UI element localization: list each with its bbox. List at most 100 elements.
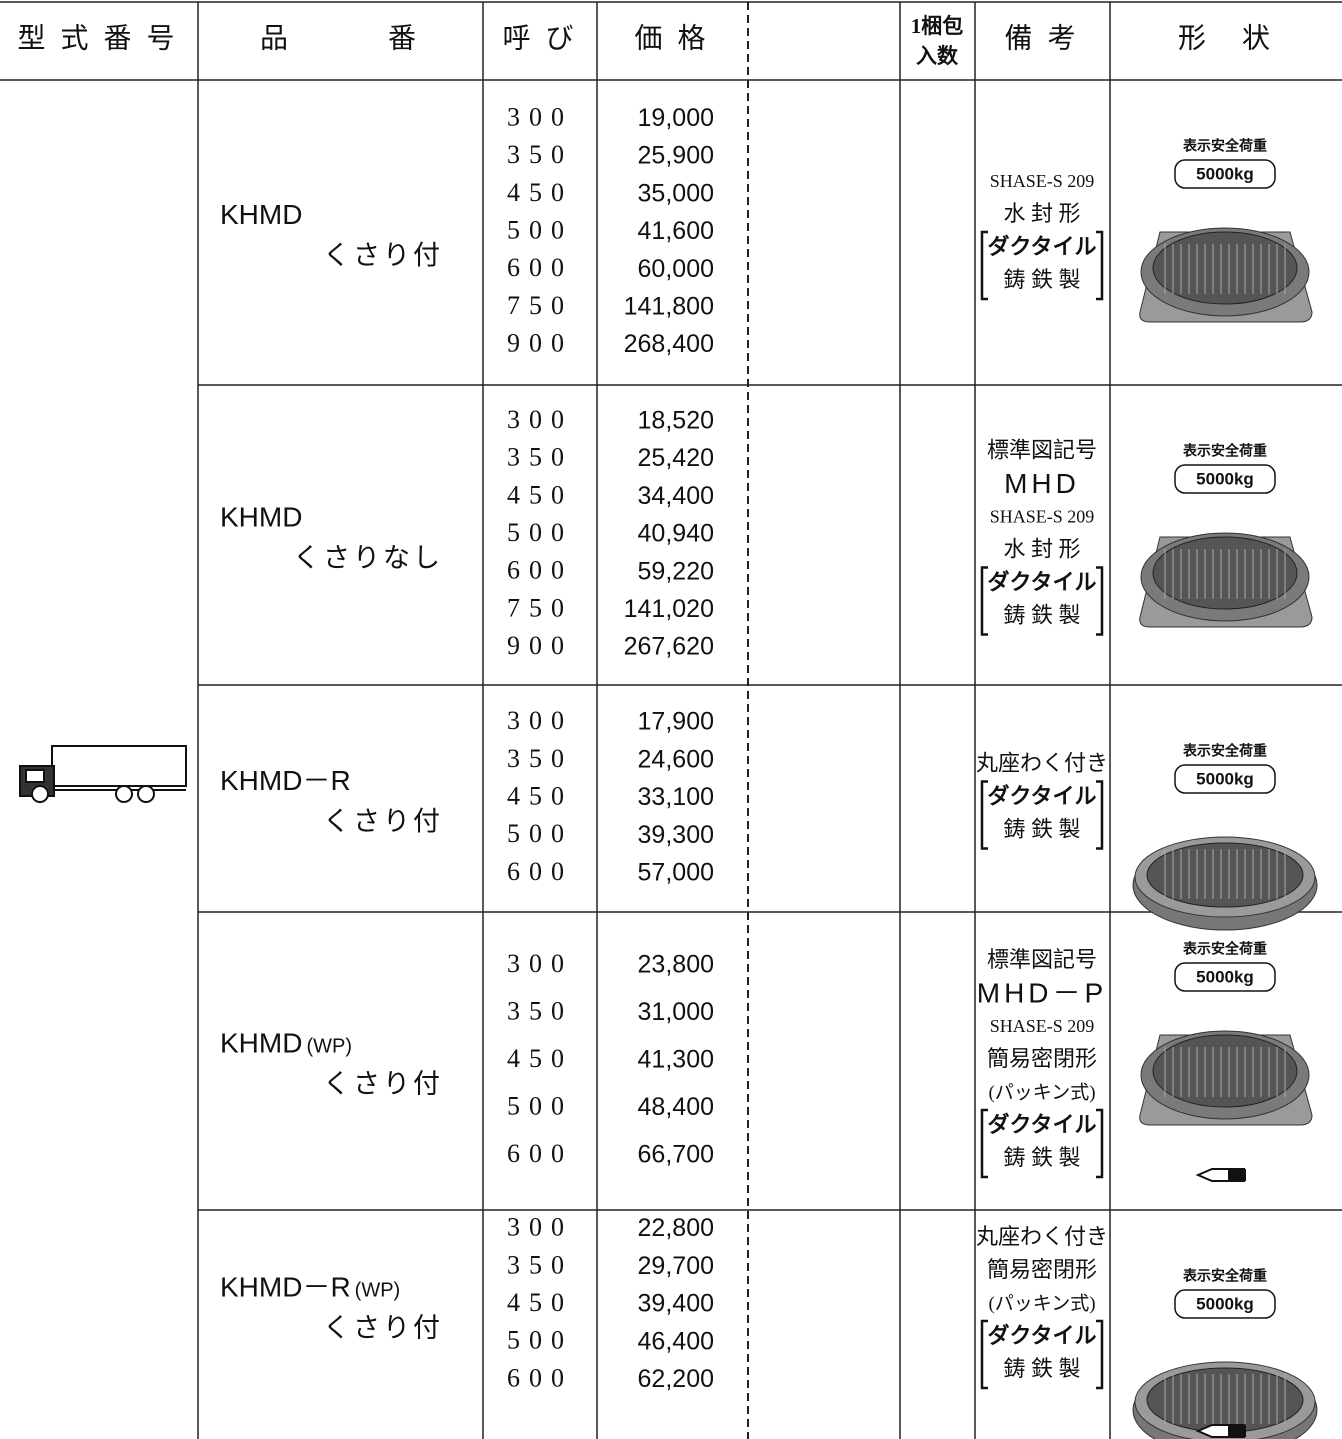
key-grip	[1228, 1169, 1246, 1181]
product-suffix: (WP)	[355, 1279, 401, 1301]
key-grip	[1228, 1425, 1246, 1437]
cover-image	[1132, 1361, 1318, 1439]
product-variant: くさり付	[323, 1069, 443, 1099]
product-variant: くさり付	[323, 1313, 443, 1343]
remark: 鋳 鉄 製	[1003, 267, 1080, 292]
nominal-size: 600	[507, 1139, 573, 1168]
price: 35,000	[638, 179, 714, 207]
price: 41,300	[638, 1046, 714, 1074]
nominal-size: 350	[507, 443, 573, 472]
remark: 簡易密閉形	[987, 1257, 1097, 1282]
remark: 鋳 鉄 製	[1003, 817, 1080, 842]
nominal-size: 750	[507, 593, 573, 622]
price: 40,940	[638, 520, 714, 548]
cover-grate	[1146, 1367, 1304, 1433]
cover-grate	[1152, 536, 1298, 610]
load-label: 表示安全荷重	[1182, 941, 1267, 957]
bracket-left	[980, 780, 988, 850]
nominal-size: 450	[507, 1288, 573, 1317]
remark: ダクタイル	[987, 1323, 1096, 1348]
nominal-size: 500	[507, 819, 573, 848]
bracket-left	[980, 1108, 988, 1179]
remark: 鋳 鉄 製	[1003, 1356, 1080, 1381]
bracket-right	[1096, 230, 1104, 301]
header-cell: 品 番	[260, 23, 420, 54]
remark: 簡易密閉形	[987, 1046, 1097, 1071]
price: 66,700	[638, 1141, 714, 1169]
remark: ダクタイル	[987, 234, 1096, 259]
load-value: 5000kg	[1196, 164, 1254, 183]
nominal-size: 300	[507, 949, 573, 978]
remark: MHD	[1004, 468, 1080, 499]
price: 17,900	[638, 708, 714, 736]
remark: MHD－P	[977, 977, 1107, 1008]
remark: 丸座わく付き	[976, 1224, 1108, 1249]
price: 57,000	[638, 859, 714, 887]
truck-icon	[19, 745, 187, 803]
header-cell: 入数	[916, 44, 959, 68]
cover-image	[1139, 227, 1313, 323]
nominal-size: 500	[507, 215, 573, 244]
price: 29,700	[638, 1252, 714, 1280]
load-box	[1174, 464, 1276, 494]
bracket-right	[1096, 1108, 1104, 1179]
nominal-size: 500	[507, 1091, 573, 1120]
price: 25,900	[638, 142, 714, 170]
product-name: KHMD－R	[220, 1271, 351, 1302]
load-value: 5000kg	[1196, 967, 1254, 986]
header-cell: 備 考	[1004, 22, 1079, 54]
nominal-size: 600	[507, 556, 573, 585]
remark: SHASE-S 209	[990, 1016, 1095, 1036]
load-value: 5000kg	[1196, 1294, 1254, 1313]
price: 34,400	[638, 482, 714, 510]
price: 141,020	[624, 595, 714, 623]
remark: 標準図記号	[987, 947, 1097, 972]
nominal-size: 300	[507, 706, 573, 735]
product-variant: くさり付	[323, 241, 443, 271]
bracket-left	[980, 230, 988, 301]
remark: ダクタイル	[987, 1112, 1096, 1137]
remark: SHASE-S 209	[990, 507, 1095, 527]
nominal-size: 750	[507, 291, 573, 320]
remark: 鋳 鉄 製	[1003, 603, 1080, 628]
nominal-size: 450	[507, 781, 573, 810]
nominal-size: 500	[507, 1326, 573, 1355]
remark: 丸座わく付き	[976, 751, 1108, 776]
nominal-size: 350	[507, 996, 573, 1025]
price: 23,800	[638, 951, 714, 979]
load-label: 表示安全荷重	[1182, 138, 1267, 154]
cover-image	[1139, 1030, 1313, 1126]
bracket-right	[1096, 1319, 1104, 1390]
nominal-size: 300	[507, 1213, 573, 1242]
header-cell: 形 状	[1178, 22, 1274, 54]
cover-grate	[1152, 231, 1298, 305]
bracket-left	[980, 1319, 988, 1390]
remark: 水 封 形	[1003, 201, 1080, 226]
nominal-size: 600	[507, 1363, 573, 1392]
nominal-size: 500	[507, 518, 573, 547]
nominal-size: 600	[507, 253, 573, 282]
cover-image	[1132, 836, 1318, 931]
price: 25,420	[638, 444, 714, 472]
nominal-size: 900	[507, 329, 573, 358]
product-name: KHMD	[220, 501, 302, 532]
price: 24,600	[638, 745, 714, 773]
nominal-size: 450	[507, 178, 573, 207]
remark: 標準図記号	[987, 438, 1097, 463]
nominal-size: 350	[507, 1250, 573, 1279]
bracket-right	[1096, 566, 1104, 636]
header-cell: 呼 び	[502, 23, 577, 54]
nominal-size: 900	[507, 631, 573, 660]
nominal-size: 350	[507, 744, 573, 773]
price: 39,300	[638, 821, 714, 849]
price: 19,000	[638, 104, 714, 132]
remark: 水 封 形	[1003, 537, 1080, 562]
cover-grate	[1146, 842, 1304, 908]
product-name: KHMD	[220, 1027, 302, 1058]
price: 18,520	[638, 407, 714, 435]
price: 267,620	[624, 633, 714, 661]
load-label: 表示安全荷重	[1182, 743, 1267, 759]
remark: SHASE-S 209	[990, 171, 1095, 191]
